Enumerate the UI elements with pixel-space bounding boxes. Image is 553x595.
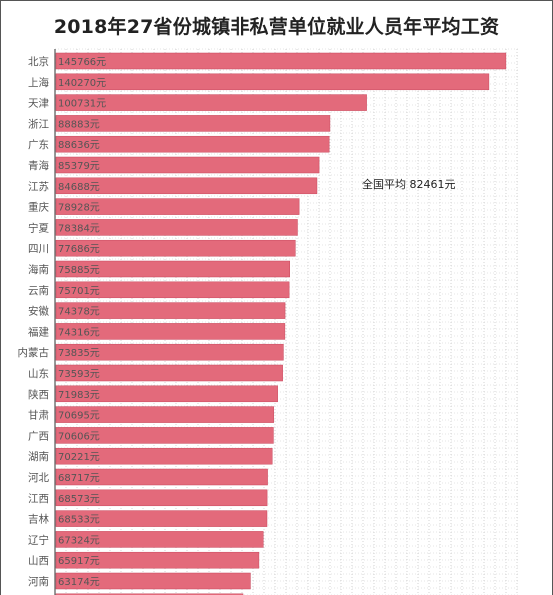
bar [55, 156, 320, 174]
bar [55, 447, 273, 465]
value-label: 78928元 [58, 203, 100, 214]
bar [55, 406, 274, 423]
bar [55, 73, 490, 91]
bar [55, 468, 268, 486]
bar [55, 385, 278, 403]
category-label: 山东 [28, 367, 49, 380]
category-label: 广西 [28, 430, 49, 442]
bar [55, 572, 251, 590]
value-label: 100731元 [58, 99, 106, 110]
value-label: 68533元 [58, 515, 100, 526]
bar [55, 531, 264, 548]
bar [55, 593, 244, 595]
bar [55, 364, 283, 382]
category-label: 北京 [28, 55, 49, 68]
value-label: 70221元 [58, 452, 100, 463]
value-label: 75701元 [58, 286, 100, 297]
value-label: 73835元 [58, 348, 100, 359]
category-label: 天津 [28, 98, 49, 110]
category-label: 上海 [28, 76, 49, 89]
value-label: 70695元 [58, 411, 100, 422]
value-label: 85379元 [58, 161, 100, 172]
category-label: 宁夏 [28, 221, 49, 234]
value-label: 67324元 [58, 535, 100, 546]
category-label: 甘肃 [28, 409, 49, 422]
bar [55, 323, 286, 340]
bar [55, 177, 318, 195]
value-label: 140270元 [58, 78, 106, 89]
value-label: 145766元 [58, 57, 106, 68]
category-label: 内蒙古 [18, 346, 50, 359]
category-label: 安徽 [28, 305, 49, 318]
bar-layer [55, 52, 507, 595]
bar [55, 489, 268, 507]
category-label: 重庆 [28, 201, 49, 214]
bar [55, 302, 286, 319]
bar [55, 198, 300, 215]
value-label: 74316元 [58, 327, 100, 338]
national-average-annotation: 全国平均 82461元 [362, 177, 456, 191]
bar [55, 281, 290, 299]
category-label: 青海 [28, 159, 49, 172]
bar [55, 115, 331, 132]
bar [55, 343, 284, 361]
value-label: 75885元 [58, 265, 100, 276]
bar [55, 219, 298, 236]
category-label: 江苏 [28, 180, 49, 193]
value-label: 65917元 [58, 556, 100, 567]
value-label: 73593元 [58, 369, 100, 380]
category-label: 海南 [28, 263, 49, 276]
value-label: 63174元 [58, 577, 100, 588]
bar [55, 94, 367, 111]
category-label: 江西 [28, 493, 49, 505]
category-label: 湖南 [28, 450, 49, 463]
value-label: 71983元 [58, 390, 100, 401]
value-label: 68717元 [58, 473, 100, 484]
value-label: 88636元 [58, 140, 100, 151]
bar [55, 510, 268, 527]
category-label: 广东 [28, 138, 49, 151]
value-label: 84688元 [58, 182, 100, 193]
bar [55, 551, 260, 569]
bar [55, 52, 507, 70]
category-label: 福建 [28, 325, 49, 338]
value-label: 74378元 [58, 307, 100, 318]
category-label: 山西 [28, 555, 49, 567]
category-label: 浙江 [28, 118, 49, 130]
category-label: 辽宁 [28, 533, 49, 546]
value-label: 77686元 [58, 244, 100, 255]
bar [55, 260, 290, 278]
value-label: 68573元 [58, 494, 100, 505]
bar [55, 427, 274, 444]
chart-title: 2018年27省份城镇非私营单位就业人员年平均工资 [53, 16, 500, 38]
value-label: 78384元 [58, 223, 100, 234]
category-label: 河南 [28, 575, 49, 588]
bar [55, 135, 330, 153]
category-label: 四川 [28, 243, 49, 255]
grid-layer [54, 48, 519, 595]
category-label: 吉林 [28, 513, 49, 526]
value-label: 88883元 [58, 119, 100, 130]
category-label: 河北 [28, 472, 49, 484]
category-label: 云南 [28, 284, 49, 297]
value-label: 70606元 [58, 431, 100, 442]
bar [55, 239, 296, 257]
category-label: 陕西 [28, 388, 49, 401]
